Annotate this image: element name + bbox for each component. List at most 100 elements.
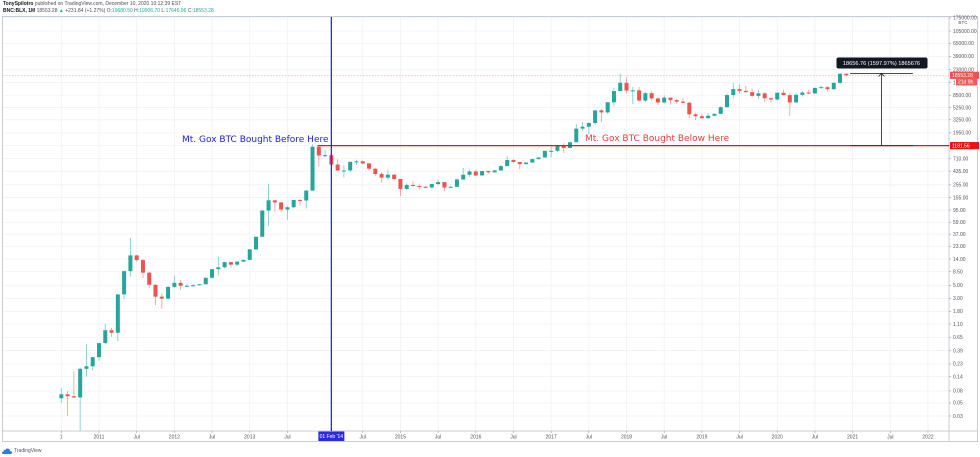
tradingview-branding[interactable]: TradingView: [2, 447, 42, 455]
candle[interactable]: [731, 82, 736, 99]
candle[interactable]: [184, 283, 189, 287]
candle[interactable]: [549, 146, 554, 158]
candle[interactable]: [392, 173, 397, 180]
candle[interactable]: [511, 159, 516, 163]
candle[interactable]: [285, 206, 290, 220]
candle[interactable]: [222, 261, 227, 269]
candle[interactable]: [417, 184, 422, 190]
candle[interactable]: [166, 286, 171, 300]
candle[interactable]: [775, 92, 780, 101]
candle[interactable]: [297, 199, 302, 206]
annotation-bought-before[interactable]: Mt. Gox BTC Bought Before Here: [182, 135, 329, 145]
candle[interactable]: [668, 97, 673, 105]
candle[interactable]: [191, 284, 196, 287]
candle[interactable]: [373, 168, 378, 177]
symbol-label[interactable]: BNC:BLX, 1M: [3, 8, 36, 14]
candle[interactable]: [461, 167, 466, 180]
candle[interactable]: [781, 89, 786, 96]
time-axis[interactable]: 1 2011 Jul 2012 Jul 2013 Jul Jul 2015 Jul 2016 Jul 2…: [60, 431, 934, 441]
candle[interactable]: [153, 284, 158, 306]
candle[interactable]: [819, 85, 824, 89]
candle[interactable]: [831, 82, 836, 91]
candle[interactable]: [241, 259, 246, 262]
candle[interactable]: [197, 284, 202, 286]
candle[interactable]: [178, 279, 183, 290]
candle[interactable]: [172, 275, 177, 288]
candle[interactable]: [398, 178, 403, 196]
candle[interactable]: [134, 254, 139, 262]
candle[interactable]: [687, 101, 692, 118]
candle[interactable]: [235, 261, 240, 267]
candle[interactable]: [838, 73, 843, 84]
candle[interactable]: [637, 87, 642, 102]
candle[interactable]: [90, 357, 95, 371]
candle[interactable]: [128, 237, 133, 277]
candle[interactable]: [611, 87, 616, 107]
candle[interactable]: [737, 83, 742, 94]
candle[interactable]: [122, 270, 127, 300]
candle[interactable]: [228, 261, 233, 268]
candle[interactable]: [216, 256, 221, 276]
candle[interactable]: [649, 91, 654, 101]
candle[interactable]: [159, 293, 164, 309]
candle[interactable]: [260, 210, 265, 238]
candle[interactable]: [574, 123, 579, 143]
annotation-bought-below[interactable]: Mt. Gox BTC Bought Below Here: [585, 134, 730, 144]
candle[interactable]: [725, 93, 729, 108]
candle[interactable]: [699, 113, 704, 119]
candle[interactable]: [429, 183, 434, 189]
candle[interactable]: [354, 159, 359, 166]
candle[interactable]: [492, 169, 497, 173]
candle[interactable]: [643, 91, 648, 103]
candle[interactable]: [844, 73, 849, 77]
candle[interactable]: [768, 97, 773, 103]
candle[interactable]: [436, 179, 441, 186]
candle[interactable]: [530, 158, 535, 163]
candle[interactable]: [140, 259, 145, 278]
candle[interactable]: [674, 98, 679, 104]
candle[interactable]: [279, 202, 284, 213]
candle[interactable]: [480, 170, 485, 176]
candle[interactable]: [693, 112, 698, 121]
candle[interactable]: [712, 113, 717, 117]
candle[interactable]: [103, 323, 108, 345]
candle[interactable]: [750, 88, 755, 98]
candle[interactable]: [473, 169, 478, 177]
candle[interactable]: [97, 343, 101, 361]
candle[interactable]: [756, 90, 761, 100]
candle[interactable]: [605, 102, 610, 114]
candle[interactable]: [59, 387, 64, 403]
candle[interactable]: [203, 277, 208, 285]
candle[interactable]: [84, 344, 89, 377]
candle[interactable]: [524, 162, 529, 165]
candle[interactable]: [593, 110, 598, 125]
candle[interactable]: [662, 95, 667, 104]
candle[interactable]: [115, 294, 120, 342]
candle[interactable]: [498, 165, 503, 171]
candle[interactable]: [448, 185, 453, 189]
candle[interactable]: [335, 159, 340, 171]
candle[interactable]: [467, 169, 472, 178]
candle[interactable]: [266, 183, 271, 227]
candle[interactable]: [367, 162, 372, 171]
candle[interactable]: [825, 86, 830, 92]
candle[interactable]: [341, 165, 346, 178]
candle[interactable]: [316, 146, 321, 167]
candle[interactable]: [486, 170, 491, 174]
author-name[interactable]: TonySpilotro: [3, 1, 34, 7]
candle[interactable]: [348, 161, 353, 173]
candle[interactable]: [291, 199, 296, 209]
price-range-measure[interactable]: 18656.76 (1597.97%) 1865676: [836, 57, 928, 147]
candle[interactable]: [706, 113, 711, 119]
candle[interactable]: [618, 73, 623, 92]
candle[interactable]: [78, 367, 83, 431]
candle[interactable]: [65, 390, 70, 416]
candle[interactable]: [505, 156, 510, 167]
candle[interactable]: [304, 189, 309, 209]
candle[interactable]: [71, 371, 76, 399]
candle[interactable]: [743, 85, 748, 93]
candle[interactable]: [379, 172, 384, 183]
candle[interactable]: [718, 105, 723, 115]
